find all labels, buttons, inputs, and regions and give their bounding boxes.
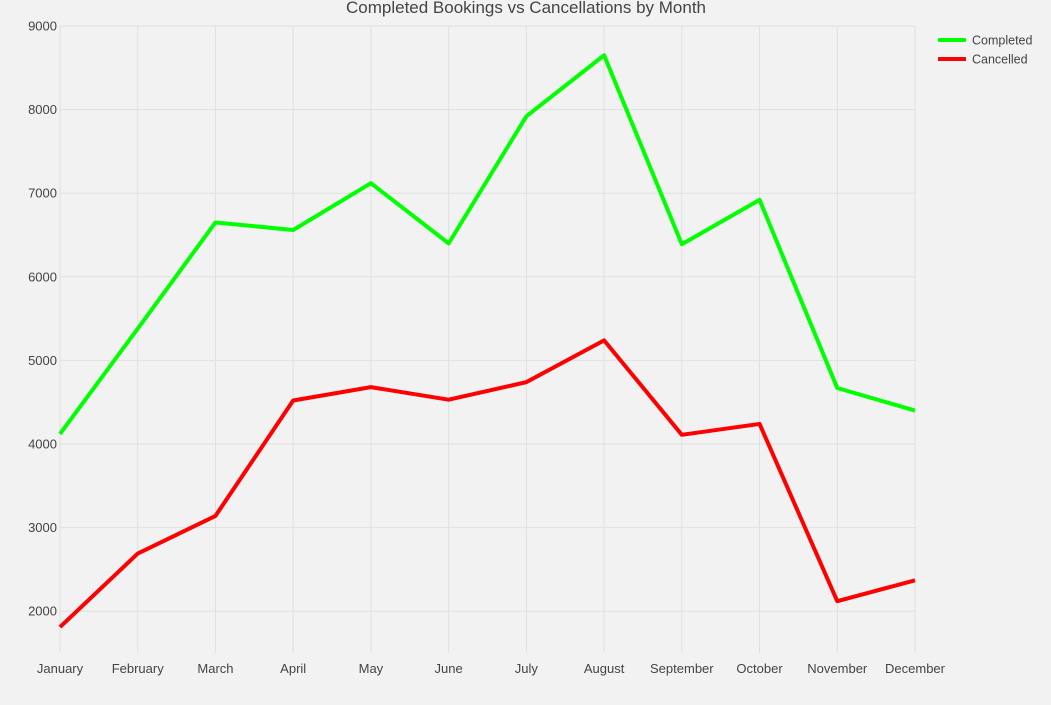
legend[interactable]: Completed Cancelled <box>938 34 1032 67</box>
legend-item-cancelled[interactable]: Cancelled <box>938 53 1028 67</box>
y-tick-label: 8000 <box>28 102 57 117</box>
x-tick-label: February <box>112 661 165 676</box>
y-tick-label: 9000 <box>28 19 57 34</box>
x-axis: January February March April May June July Augu… <box>37 661 946 676</box>
x-tick-label: October <box>736 661 783 676</box>
x-tick-label: August <box>584 661 625 676</box>
series-line-completed <box>58 53 916 436</box>
chart-title: Completed Bookings vs Cancellations by M… <box>346 0 706 17</box>
y-tick-label: 5000 <box>28 353 57 368</box>
series-layer <box>58 53 916 629</box>
x-tick-label: June <box>435 661 463 676</box>
grid-layer <box>59 25 916 653</box>
x-tick-label: December <box>885 661 946 676</box>
legend-label: Cancelled <box>972 53 1028 67</box>
y-tick-label: 2000 <box>28 604 57 619</box>
x-tick-label: March <box>197 661 233 676</box>
x-tick-label: July <box>515 661 539 676</box>
x-tick-label: January <box>37 661 84 676</box>
y-tick-label: 6000 <box>28 269 57 284</box>
legend-label: Completed <box>972 34 1032 48</box>
series-line-cancelled <box>58 338 916 629</box>
y-tick-label: 3000 <box>28 520 57 535</box>
x-tick-label: September <box>650 661 714 676</box>
y-tick-label: 4000 <box>28 437 57 452</box>
x-tick-label: May <box>359 661 384 676</box>
x-tick-label: April <box>280 661 306 676</box>
y-axis: 2000 3000 4000 5000 6000 7000 8000 9000 <box>28 19 57 619</box>
y-tick-label: 7000 <box>28 186 57 201</box>
legend-item-completed[interactable]: Completed <box>938 34 1032 48</box>
x-tick-label: November <box>807 661 868 676</box>
